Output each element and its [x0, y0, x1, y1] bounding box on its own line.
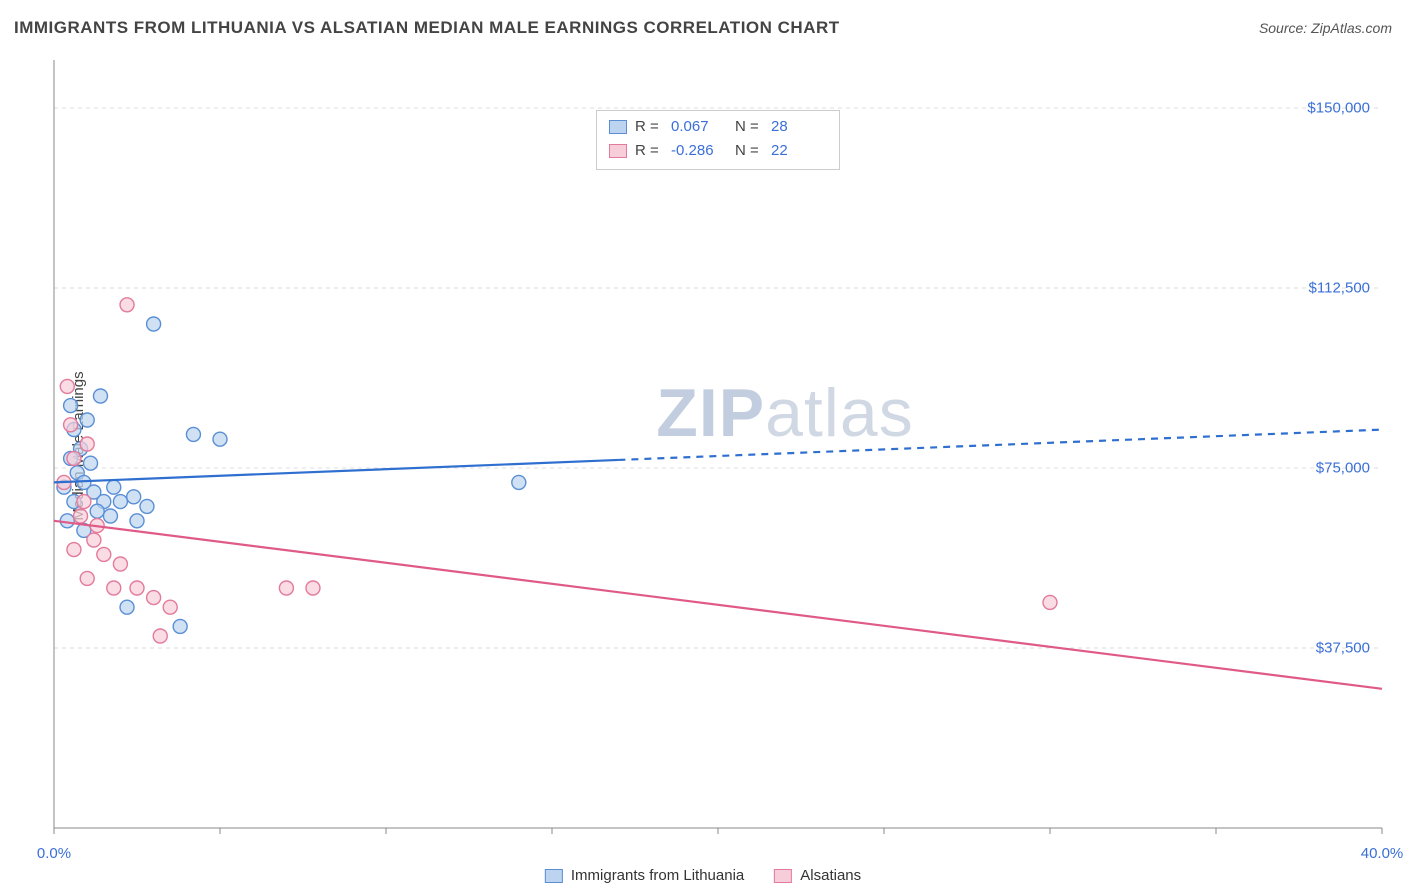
- stats-row-lithuania: R = 0.067 N = 28: [609, 115, 827, 139]
- r-label: R =: [635, 139, 663, 163]
- source-prefix: Source:: [1259, 20, 1311, 36]
- scatter-plot: [48, 54, 1388, 834]
- swatch-alsatian: [774, 869, 792, 883]
- swatch-lithuania: [545, 869, 563, 883]
- legend-label-alsatian: Alsatians: [800, 867, 861, 884]
- n-label: N =: [735, 115, 763, 139]
- y-tick-label: $112,500: [1309, 280, 1370, 297]
- stats-legend: R = 0.067 N = 28 R = -0.286 N = 22: [596, 110, 840, 170]
- y-tick-label: $75,000: [1316, 460, 1370, 477]
- stats-row-alsatian: R = -0.286 N = 22: [609, 139, 827, 163]
- chart-title: IMMIGRANTS FROM LITHUANIA VS ALSATIAN ME…: [14, 18, 840, 38]
- y-tick-label: $150,000: [1307, 100, 1370, 117]
- r-label: R =: [635, 115, 663, 139]
- legend-item-alsatian: Alsatians: [774, 867, 861, 884]
- bottom-legend: Immigrants from Lithuania Alsatians: [545, 867, 861, 884]
- source-name: ZipAtlas.com: [1311, 20, 1392, 36]
- y-tick-label: $37,500: [1316, 640, 1370, 657]
- r-value-alsatian: -0.286: [671, 139, 727, 163]
- n-value-lithuania: 28: [771, 115, 827, 139]
- x-tick-label-right: 40.0%: [1361, 845, 1404, 862]
- n-value-alsatian: 22: [771, 139, 827, 163]
- n-label: N =: [735, 139, 763, 163]
- legend-label-lithuania: Immigrants from Lithuania: [571, 867, 744, 884]
- chart-area: ZIPatlas R = 0.067 N = 28 R = -0.286 N =…: [48, 54, 1388, 834]
- legend-item-lithuania: Immigrants from Lithuania: [545, 867, 744, 884]
- source-attribution: Source: ZipAtlas.com: [1259, 20, 1392, 36]
- x-tick-label-left: 0.0%: [37, 845, 71, 862]
- swatch-lithuania: [609, 120, 627, 134]
- r-value-lithuania: 0.067: [671, 115, 727, 139]
- swatch-alsatian: [609, 144, 627, 158]
